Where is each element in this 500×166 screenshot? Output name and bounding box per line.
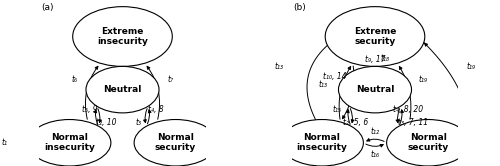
Text: t₁₉: t₁₉ <box>419 75 428 84</box>
Text: Extreme
security: Extreme security <box>354 27 396 46</box>
Text: t₁₀, 14: t₁₀, 14 <box>323 72 346 81</box>
Text: t₁₃: t₁₃ <box>274 62 283 71</box>
Text: t₁₃: t₁₃ <box>319 80 328 89</box>
Text: (a): (a) <box>41 3 54 12</box>
Text: t₃, 7, 11: t₃, 7, 11 <box>398 118 428 127</box>
Ellipse shape <box>280 120 363 166</box>
Text: t₁₂: t₁₂ <box>370 127 380 136</box>
Ellipse shape <box>338 66 411 113</box>
Ellipse shape <box>386 120 469 166</box>
Text: t₆: t₆ <box>71 75 77 84</box>
Ellipse shape <box>28 120 111 166</box>
Text: t₂, 5, 6: t₂, 5, 6 <box>342 118 368 127</box>
Ellipse shape <box>325 7 425 66</box>
Text: t₁₆: t₁₆ <box>370 150 380 159</box>
Text: Neutral: Neutral <box>104 85 142 94</box>
Text: t₂, 10: t₂, 10 <box>96 118 116 127</box>
Text: t₁₉: t₁₉ <box>467 62 476 71</box>
Text: t₃: t₃ <box>136 118 142 127</box>
Text: t₄, 8: t₄, 8 <box>148 105 164 114</box>
Text: t₁₅: t₁₅ <box>332 105 342 114</box>
Text: t₄, 8, 20: t₄, 8, 20 <box>393 105 423 114</box>
Ellipse shape <box>134 120 217 166</box>
Text: Normal
insecurity: Normal insecurity <box>44 133 95 152</box>
Text: Neutral: Neutral <box>356 85 394 94</box>
Ellipse shape <box>72 7 172 66</box>
Text: t₇: t₇ <box>168 75 174 84</box>
Text: t₅, 9: t₅, 9 <box>82 105 97 114</box>
Text: Normal
security: Normal security <box>155 133 196 152</box>
Text: t₁: t₁ <box>378 38 384 46</box>
Text: t₁₈: t₁₈ <box>380 54 390 63</box>
Text: t₉, 17: t₉, 17 <box>365 55 385 64</box>
Text: Extreme
insecurity: Extreme insecurity <box>97 27 148 46</box>
Text: t₁: t₁ <box>2 138 8 147</box>
Text: (b): (b) <box>294 3 306 12</box>
Ellipse shape <box>86 66 159 113</box>
Text: Normal
security: Normal security <box>408 133 449 152</box>
Text: Normal
insecurity: Normal insecurity <box>296 133 348 152</box>
